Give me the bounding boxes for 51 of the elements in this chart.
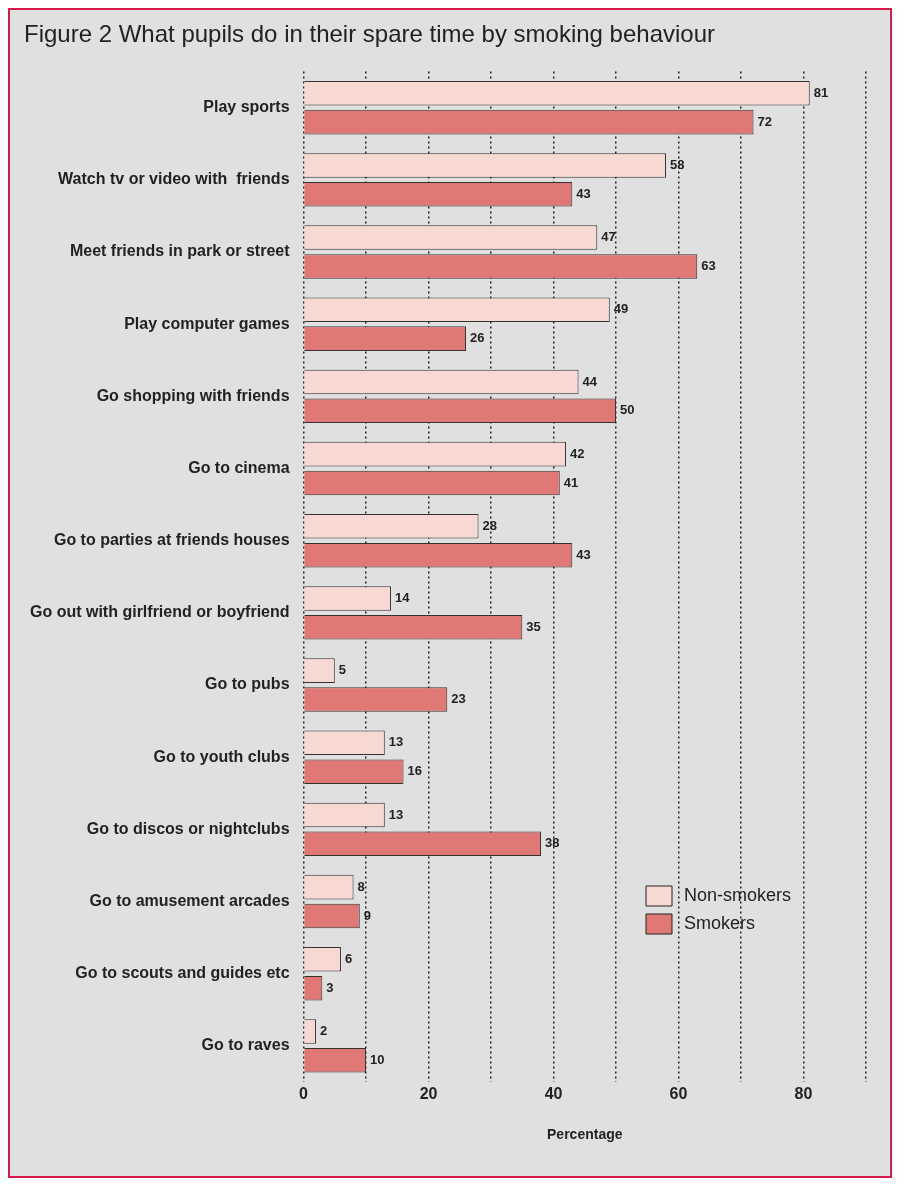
data-label: 16 — [407, 763, 422, 779]
data-label: 6 — [345, 950, 353, 966]
x-axis-title: Percentage — [547, 1126, 623, 1143]
data-label: 28 — [482, 517, 497, 533]
data-label: 9 — [363, 907, 372, 923]
data-label: 10 — [370, 1051, 385, 1067]
data-label: 13 — [388, 806, 404, 822]
data-label: 35 — [526, 618, 541, 634]
y-tick-label: Meet friends in park or street — [69, 242, 291, 260]
data-label: 3 — [326, 979, 334, 995]
y-tick-label: Go to amusement arcades — [89, 891, 290, 909]
data-label: 43 — [576, 185, 591, 201]
data-label: 43 — [576, 546, 591, 562]
data-label: 50 — [620, 402, 635, 418]
data-label: 81 — [813, 84, 829, 100]
y-tick-label: Watch tv or video with friends — [58, 170, 290, 188]
legend-label: Smokers — [684, 912, 756, 933]
y-tick-label: Go to discos or nightclubs — [86, 819, 290, 837]
y-tick-label: Go to youth clubs — [153, 747, 290, 765]
data-label: 41 — [563, 474, 579, 490]
x-tick-label: 60 — [669, 1085, 688, 1103]
data-label: 5 — [338, 662, 347, 678]
data-label: 49 — [613, 301, 629, 317]
data-label: 26 — [470, 330, 485, 346]
data-label: 44 — [582, 373, 598, 389]
data-label: 8 — [357, 878, 365, 894]
data-label: 14 — [395, 590, 411, 606]
y-tick-label: Go out with girlfriend or boyfriend — [29, 603, 290, 621]
data-label: 47 — [601, 229, 616, 245]
y-tick-label: Go to raves — [201, 1036, 290, 1054]
data-label: 38 — [545, 835, 560, 851]
data-label: 63 — [701, 258, 716, 274]
chart-title: Figure 2 What pupils do in their spare time by smoking behaviour — [23, 19, 716, 48]
data-label: 2 — [320, 1023, 328, 1039]
data-label: 23 — [451, 691, 466, 707]
data-label: 72 — [757, 113, 772, 129]
y-tick-label: Play sports — [203, 98, 290, 116]
x-tick-label: 20 — [419, 1085, 438, 1103]
y-tick-label: Go to cinema — [188, 458, 290, 476]
data-label: 42 — [570, 445, 585, 461]
data-label: 58 — [670, 157, 685, 172]
legend-label: Non-smokers — [684, 884, 792, 905]
data-label: 13 — [388, 734, 404, 750]
x-tick-label: 80 — [794, 1085, 813, 1103]
y-tick-label: Play computer games — [124, 314, 290, 332]
y-tick-label: Go shopping with friends — [96, 386, 290, 404]
y-tick-label: Go to scouts and guides etc — [75, 964, 290, 982]
x-tick-label: 0 — [299, 1085, 309, 1103]
x-tick-label: 40 — [544, 1085, 563, 1103]
y-tick-label: Go to parties at friends houses — [53, 531, 290, 549]
y-tick-label: Go to pubs — [205, 675, 290, 693]
